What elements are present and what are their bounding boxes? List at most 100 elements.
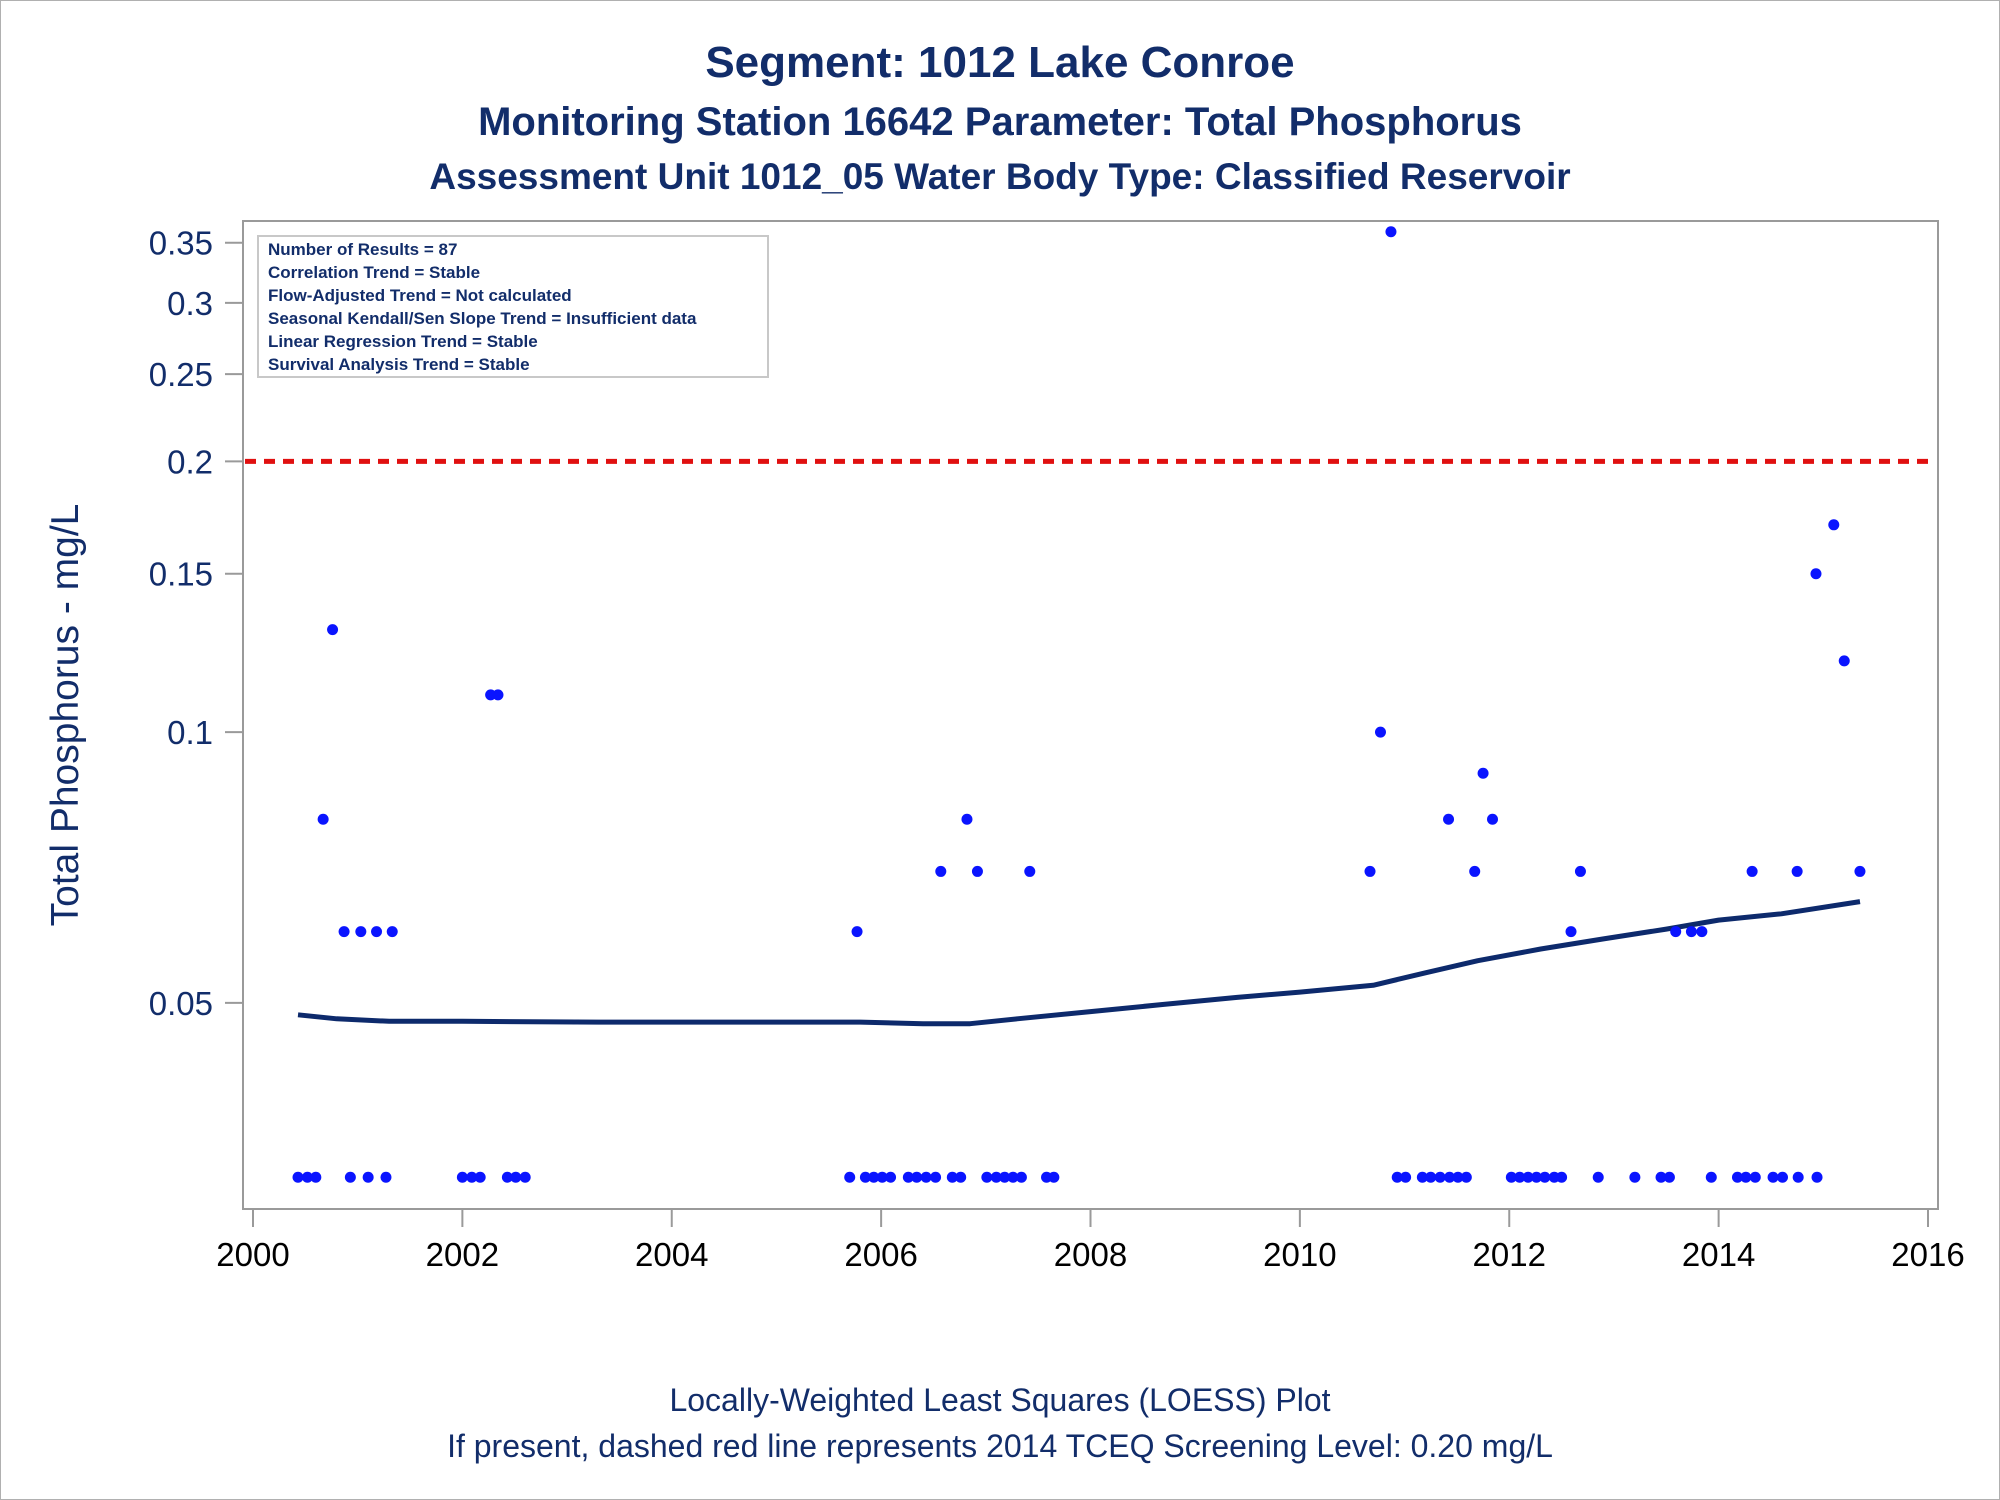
data-point-baseline xyxy=(999,1171,1011,1183)
x-tick-label: 2016 xyxy=(1891,1236,1964,1273)
data-point-baseline xyxy=(501,1171,513,1183)
data-point xyxy=(1487,813,1498,825)
data-point-baseline xyxy=(1539,1171,1551,1183)
data-point-baseline xyxy=(955,1171,967,1183)
data-point-baseline xyxy=(301,1171,313,1183)
data-point-baseline xyxy=(1416,1171,1428,1183)
data-point-baseline xyxy=(1015,1171,1027,1183)
loess-layer xyxy=(297,899,1861,1027)
data-point-baseline xyxy=(930,1171,942,1183)
stats-number-of-results: Number of Results = 87 xyxy=(268,240,457,259)
data-point-baseline xyxy=(920,1171,932,1183)
data-point-baseline xyxy=(519,1171,531,1183)
data-point xyxy=(327,624,339,636)
stats-linear-regression-trend: Linear Regression Trend = Stable xyxy=(268,332,538,351)
y-tick-label: 0.05 xyxy=(149,985,213,1022)
x-tick-label: 2002 xyxy=(426,1236,499,1273)
chart-subtitle-assessment: Assessment Unit 1012_05 Water Body Type:… xyxy=(429,156,1571,197)
points-layer xyxy=(292,226,1866,1183)
y-tick-label: 0.3 xyxy=(167,285,213,322)
x-tick-label: 2014 xyxy=(1682,1236,1755,1273)
data-point-baseline xyxy=(466,1171,478,1183)
x-tick-label: 2008 xyxy=(1054,1236,1127,1273)
data-point xyxy=(1565,926,1577,938)
data-point-baseline xyxy=(380,1171,392,1183)
data-point-baseline xyxy=(1740,1171,1752,1183)
data-point xyxy=(1477,767,1489,779)
data-point-baseline xyxy=(1767,1171,1779,1183)
y-tick-label: 0.15 xyxy=(149,556,213,593)
data-point xyxy=(492,689,504,701)
data-point xyxy=(338,926,350,938)
stats-box-border xyxy=(257,235,769,378)
x-axis: 2000 2002 2004 2006 2008 2010 2012 2014 2016 xyxy=(216,1209,1965,1273)
data-point-baseline xyxy=(885,1171,897,1183)
data-point-baseline xyxy=(310,1171,322,1183)
data-point-baseline xyxy=(1592,1171,1604,1183)
data-point-baseline xyxy=(1655,1171,1667,1183)
data-point-baseline xyxy=(981,1171,993,1183)
data-point-baseline xyxy=(1460,1171,1472,1183)
data-point xyxy=(1854,865,1866,877)
stats-survival-analysis-trend: Survival Analysis Trend = Stable xyxy=(268,355,530,374)
x-tick-label: 2000 xyxy=(216,1236,289,1273)
data-point-baseline xyxy=(1749,1171,1761,1183)
data-point xyxy=(355,926,367,938)
data-point xyxy=(386,926,398,938)
data-point xyxy=(1469,865,1481,877)
data-point xyxy=(1024,865,1036,877)
data-point xyxy=(1364,865,1376,877)
data-point-baseline xyxy=(859,1171,871,1183)
chart-subtitle-station: Monitoring Station 16642 Parameter: Tota… xyxy=(478,100,1522,144)
data-point-baseline xyxy=(1792,1171,1804,1183)
data-point xyxy=(961,813,973,825)
data-point-baseline xyxy=(990,1171,1002,1183)
data-point xyxy=(1791,865,1803,877)
data-point-baseline xyxy=(1444,1171,1456,1183)
data-point-baseline xyxy=(1522,1171,1534,1183)
data-point xyxy=(1374,726,1386,738)
data-point-baseline xyxy=(1556,1171,1568,1183)
data-point-baseline xyxy=(1530,1171,1542,1183)
data-point-baseline xyxy=(876,1171,888,1183)
x-tick-label: 2004 xyxy=(635,1236,708,1273)
data-point-baseline xyxy=(362,1171,374,1183)
loess-line xyxy=(297,899,1861,1027)
y-tick-label: 0.2 xyxy=(167,443,213,480)
y-tick-label: 0.1 xyxy=(167,714,213,751)
stats-box: Number of Results = 87 Correlation Trend… xyxy=(257,235,769,378)
footnote-loess: Locally-Weighted Least Squares (LOESS) P… xyxy=(669,1382,1331,1418)
data-point xyxy=(1670,926,1682,938)
data-point-baseline xyxy=(911,1171,923,1183)
data-point xyxy=(851,926,863,938)
data-point-baseline xyxy=(902,1171,914,1183)
stats-flow-adjusted-trend: Flow-Adjusted Trend = Not calculated xyxy=(268,286,572,305)
data-point-baseline xyxy=(1400,1171,1412,1183)
data-point-baseline xyxy=(344,1171,356,1183)
y-tick-label: 0.35 xyxy=(149,225,213,262)
data-point xyxy=(1443,813,1455,825)
data-point-baseline xyxy=(1434,1171,1446,1183)
stats-seasonal-kendall-trend: Seasonal Kendall/Sen Slope Trend = Insuf… xyxy=(268,309,697,328)
data-point xyxy=(1838,655,1850,667)
data-point xyxy=(317,813,329,825)
data-point-baseline xyxy=(1452,1171,1464,1183)
x-tick-label: 2012 xyxy=(1473,1236,1546,1273)
footnote-screening-level: If present, dashed red line represents 2… xyxy=(447,1428,1553,1464)
data-point-baseline xyxy=(474,1171,486,1183)
data-point-baseline xyxy=(456,1171,468,1183)
y-axis-label: Total Phosphorus - mg/L xyxy=(44,504,87,927)
data-point-baseline xyxy=(1663,1171,1675,1183)
data-point-baseline xyxy=(1811,1171,1823,1183)
data-point-baseline xyxy=(946,1171,958,1183)
data-point xyxy=(1810,568,1822,580)
data-point xyxy=(1696,926,1708,938)
data-point xyxy=(1574,865,1586,877)
data-point-baseline xyxy=(1731,1171,1743,1183)
data-point xyxy=(971,865,983,877)
data-point-baseline xyxy=(1629,1171,1641,1183)
data-point-baseline xyxy=(844,1171,856,1183)
data-point-baseline xyxy=(1007,1171,1019,1183)
data-point-baseline xyxy=(1048,1171,1060,1183)
chart-title: Segment: 1012 Lake Conroe xyxy=(705,38,1295,87)
